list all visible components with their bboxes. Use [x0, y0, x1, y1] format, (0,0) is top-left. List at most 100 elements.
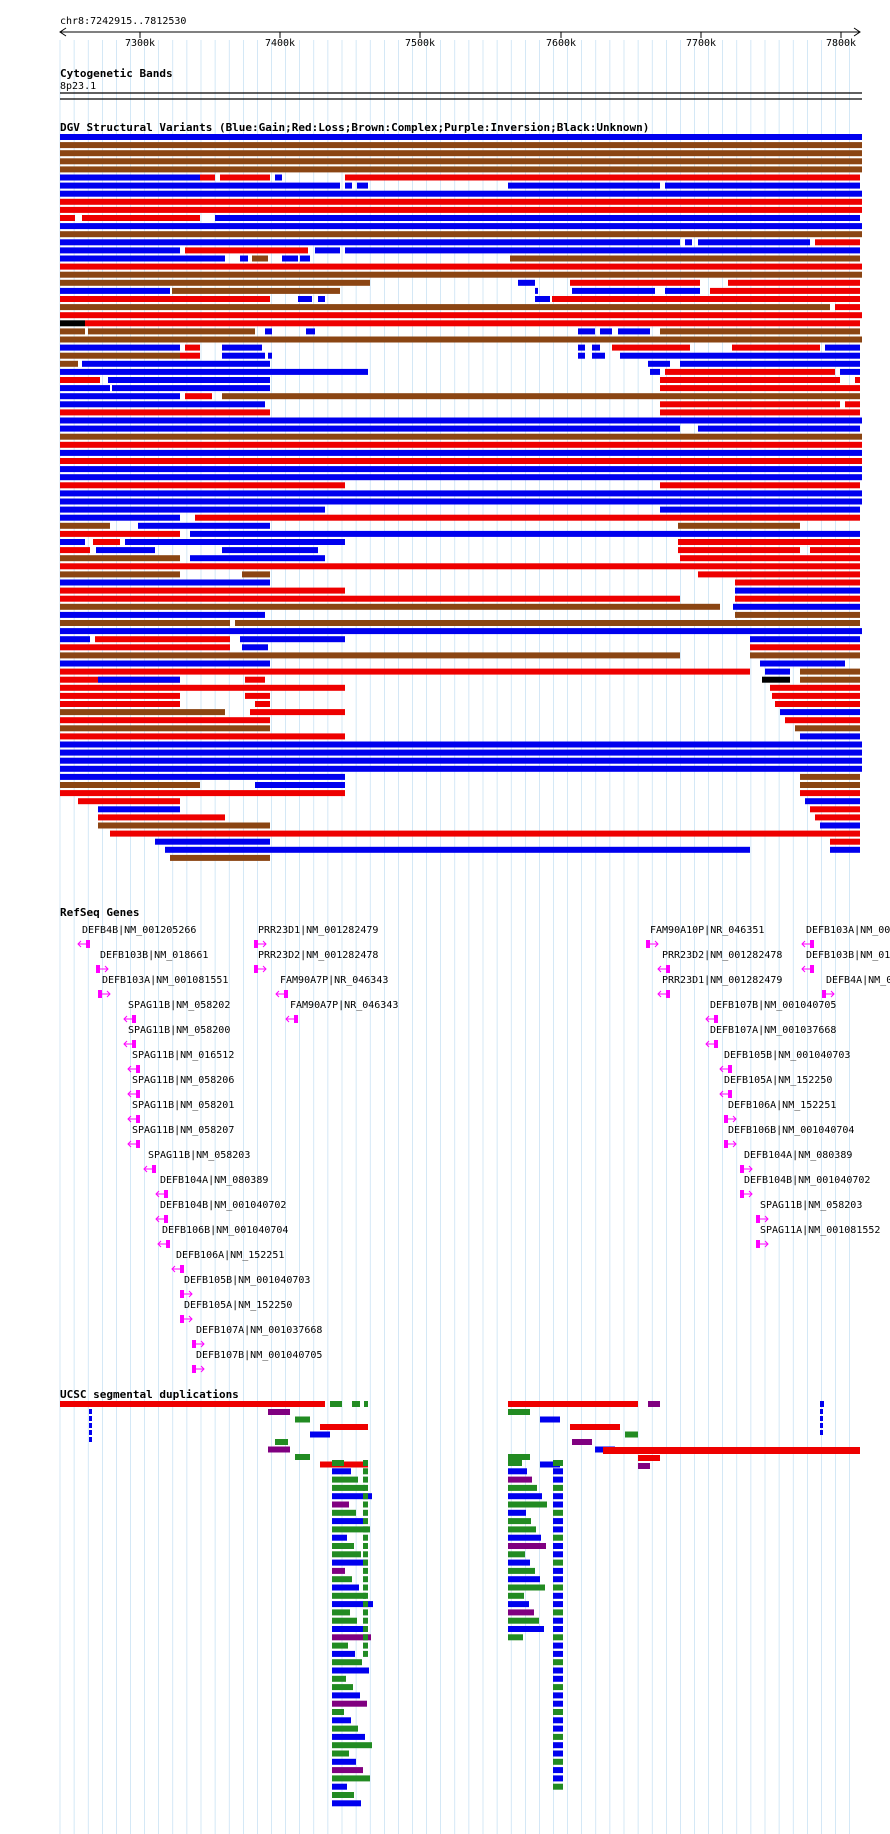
- structural-variant: [60, 668, 750, 675]
- segdup-block: [332, 1526, 370, 1533]
- structural-variant: [710, 287, 860, 294]
- gene-label: DEFB105B|NM_001040703: [724, 1050, 850, 1061]
- segdup-block: [553, 1783, 563, 1790]
- structural-variant: [98, 806, 180, 813]
- structural-variant: [60, 393, 180, 400]
- gene-label: SPAG11B|NM_058203: [148, 1150, 250, 1161]
- strand-arrow-icon: [171, 1265, 176, 1273]
- segdup-block: [508, 1592, 524, 1599]
- segdup-block: [553, 1468, 563, 1475]
- segdup-block: [508, 1559, 530, 1566]
- segdup-block: [332, 1493, 372, 1500]
- ruler-tick-label: 7800k: [826, 38, 856, 49]
- structural-variant: [60, 296, 270, 302]
- segdup-block: [363, 1609, 368, 1616]
- segdup-block: [363, 1559, 368, 1566]
- structural-variant: [222, 547, 318, 554]
- structural-variant: [60, 539, 85, 545]
- structural-variant: [138, 522, 270, 529]
- strand-arrow-icon: [155, 1190, 160, 1198]
- strand-arrow-icon: [732, 1140, 737, 1148]
- segdup-block: [332, 1667, 369, 1674]
- segdup-block: [553, 1709, 563, 1715]
- segdup-block: [268, 1409, 290, 1415]
- structural-variant: [245, 692, 270, 699]
- structural-variant: [60, 198, 862, 205]
- structural-variant: [665, 368, 835, 375]
- structural-variant: [60, 749, 862, 756]
- segdup-block: [332, 1634, 371, 1641]
- structural-variant: [698, 239, 810, 246]
- gene-label: SPAG11B|NM_058206: [132, 1075, 234, 1086]
- structural-variant: [60, 385, 110, 392]
- gene-exon: [294, 1015, 298, 1023]
- structural-variant: [760, 660, 845, 667]
- structural-variant: [678, 522, 800, 529]
- segdup-block: [363, 1634, 368, 1641]
- segdup-block: [332, 1650, 355, 1657]
- segdup-block: [553, 1659, 563, 1666]
- segdup-block: [820, 1416, 823, 1421]
- structural-variant: [805, 798, 860, 805]
- structural-variant: [750, 636, 860, 643]
- segdup-block: [332, 1501, 349, 1508]
- structural-variant: [60, 425, 680, 432]
- structural-variant: [660, 482, 860, 489]
- structural-variant: [60, 239, 680, 246]
- segdup-block: [553, 1617, 563, 1624]
- structural-variant: [800, 668, 860, 675]
- segdup-block: [332, 1709, 344, 1715]
- segdup-block: [508, 1626, 544, 1632]
- gene-exon: [152, 1165, 156, 1173]
- gene-label: DEFB104A|NM_080389: [744, 1150, 852, 1161]
- structural-variant: [242, 571, 270, 578]
- structural-variant: [155, 838, 270, 845]
- structural-variant: [680, 555, 860, 562]
- structural-variant: [93, 539, 120, 545]
- gene-exon: [136, 1065, 140, 1073]
- structural-variant: [185, 393, 200, 400]
- structural-variant: [762, 676, 790, 683]
- structural-variant: [60, 271, 862, 278]
- segdup-block: [363, 1551, 368, 1558]
- structural-variant: [60, 692, 180, 699]
- dgv-title: DGV Structural Variants (Blue:Gain;Red:L…: [60, 121, 649, 134]
- gene-label: PRR23D1|NM_001282479: [258, 925, 378, 936]
- segdup-block: [89, 1437, 92, 1442]
- segdup-block: [553, 1534, 563, 1541]
- structural-variant: [60, 255, 225, 262]
- structural-variant: [592, 352, 605, 359]
- segdup-block: [332, 1742, 372, 1749]
- segdup-block: [553, 1758, 563, 1765]
- segdup-block: [310, 1431, 330, 1438]
- segdup-block: [553, 1567, 563, 1574]
- structural-variant: [60, 304, 830, 311]
- structural-variant: [265, 328, 272, 335]
- structural-variant: [518, 279, 535, 286]
- structural-variant: [578, 328, 595, 335]
- strand-arrow-icon: [705, 1015, 710, 1023]
- structural-variant: [112, 385, 270, 392]
- structural-variant: [60, 368, 368, 375]
- structural-variant: [780, 709, 860, 716]
- structural-variant: [60, 466, 862, 473]
- structural-variant: [96, 547, 155, 554]
- structural-variant: [298, 296, 312, 302]
- strand-arrow-icon: [275, 990, 280, 998]
- gene-exon: [98, 990, 102, 998]
- gene-exon: [822, 990, 826, 998]
- structural-variant: [60, 652, 680, 659]
- segdup-block: [363, 1509, 368, 1516]
- structural-variant: [345, 174, 860, 181]
- structural-variant: [60, 498, 862, 505]
- gene-label: DEFB106B|NM_001040704: [162, 1225, 288, 1236]
- segdup-block: [295, 1416, 310, 1423]
- strand-arrow-icon: [106, 990, 111, 998]
- structural-variant: [60, 458, 862, 464]
- strand-arrow-icon: [143, 1165, 148, 1173]
- gene-label: SPAG11B|NM_058203: [760, 1200, 862, 1211]
- strand-arrow-icon: [285, 1015, 290, 1023]
- segdup-block: [330, 1401, 342, 1407]
- segdup-block: [89, 1430, 92, 1435]
- strand-arrow-icon: [764, 1215, 769, 1223]
